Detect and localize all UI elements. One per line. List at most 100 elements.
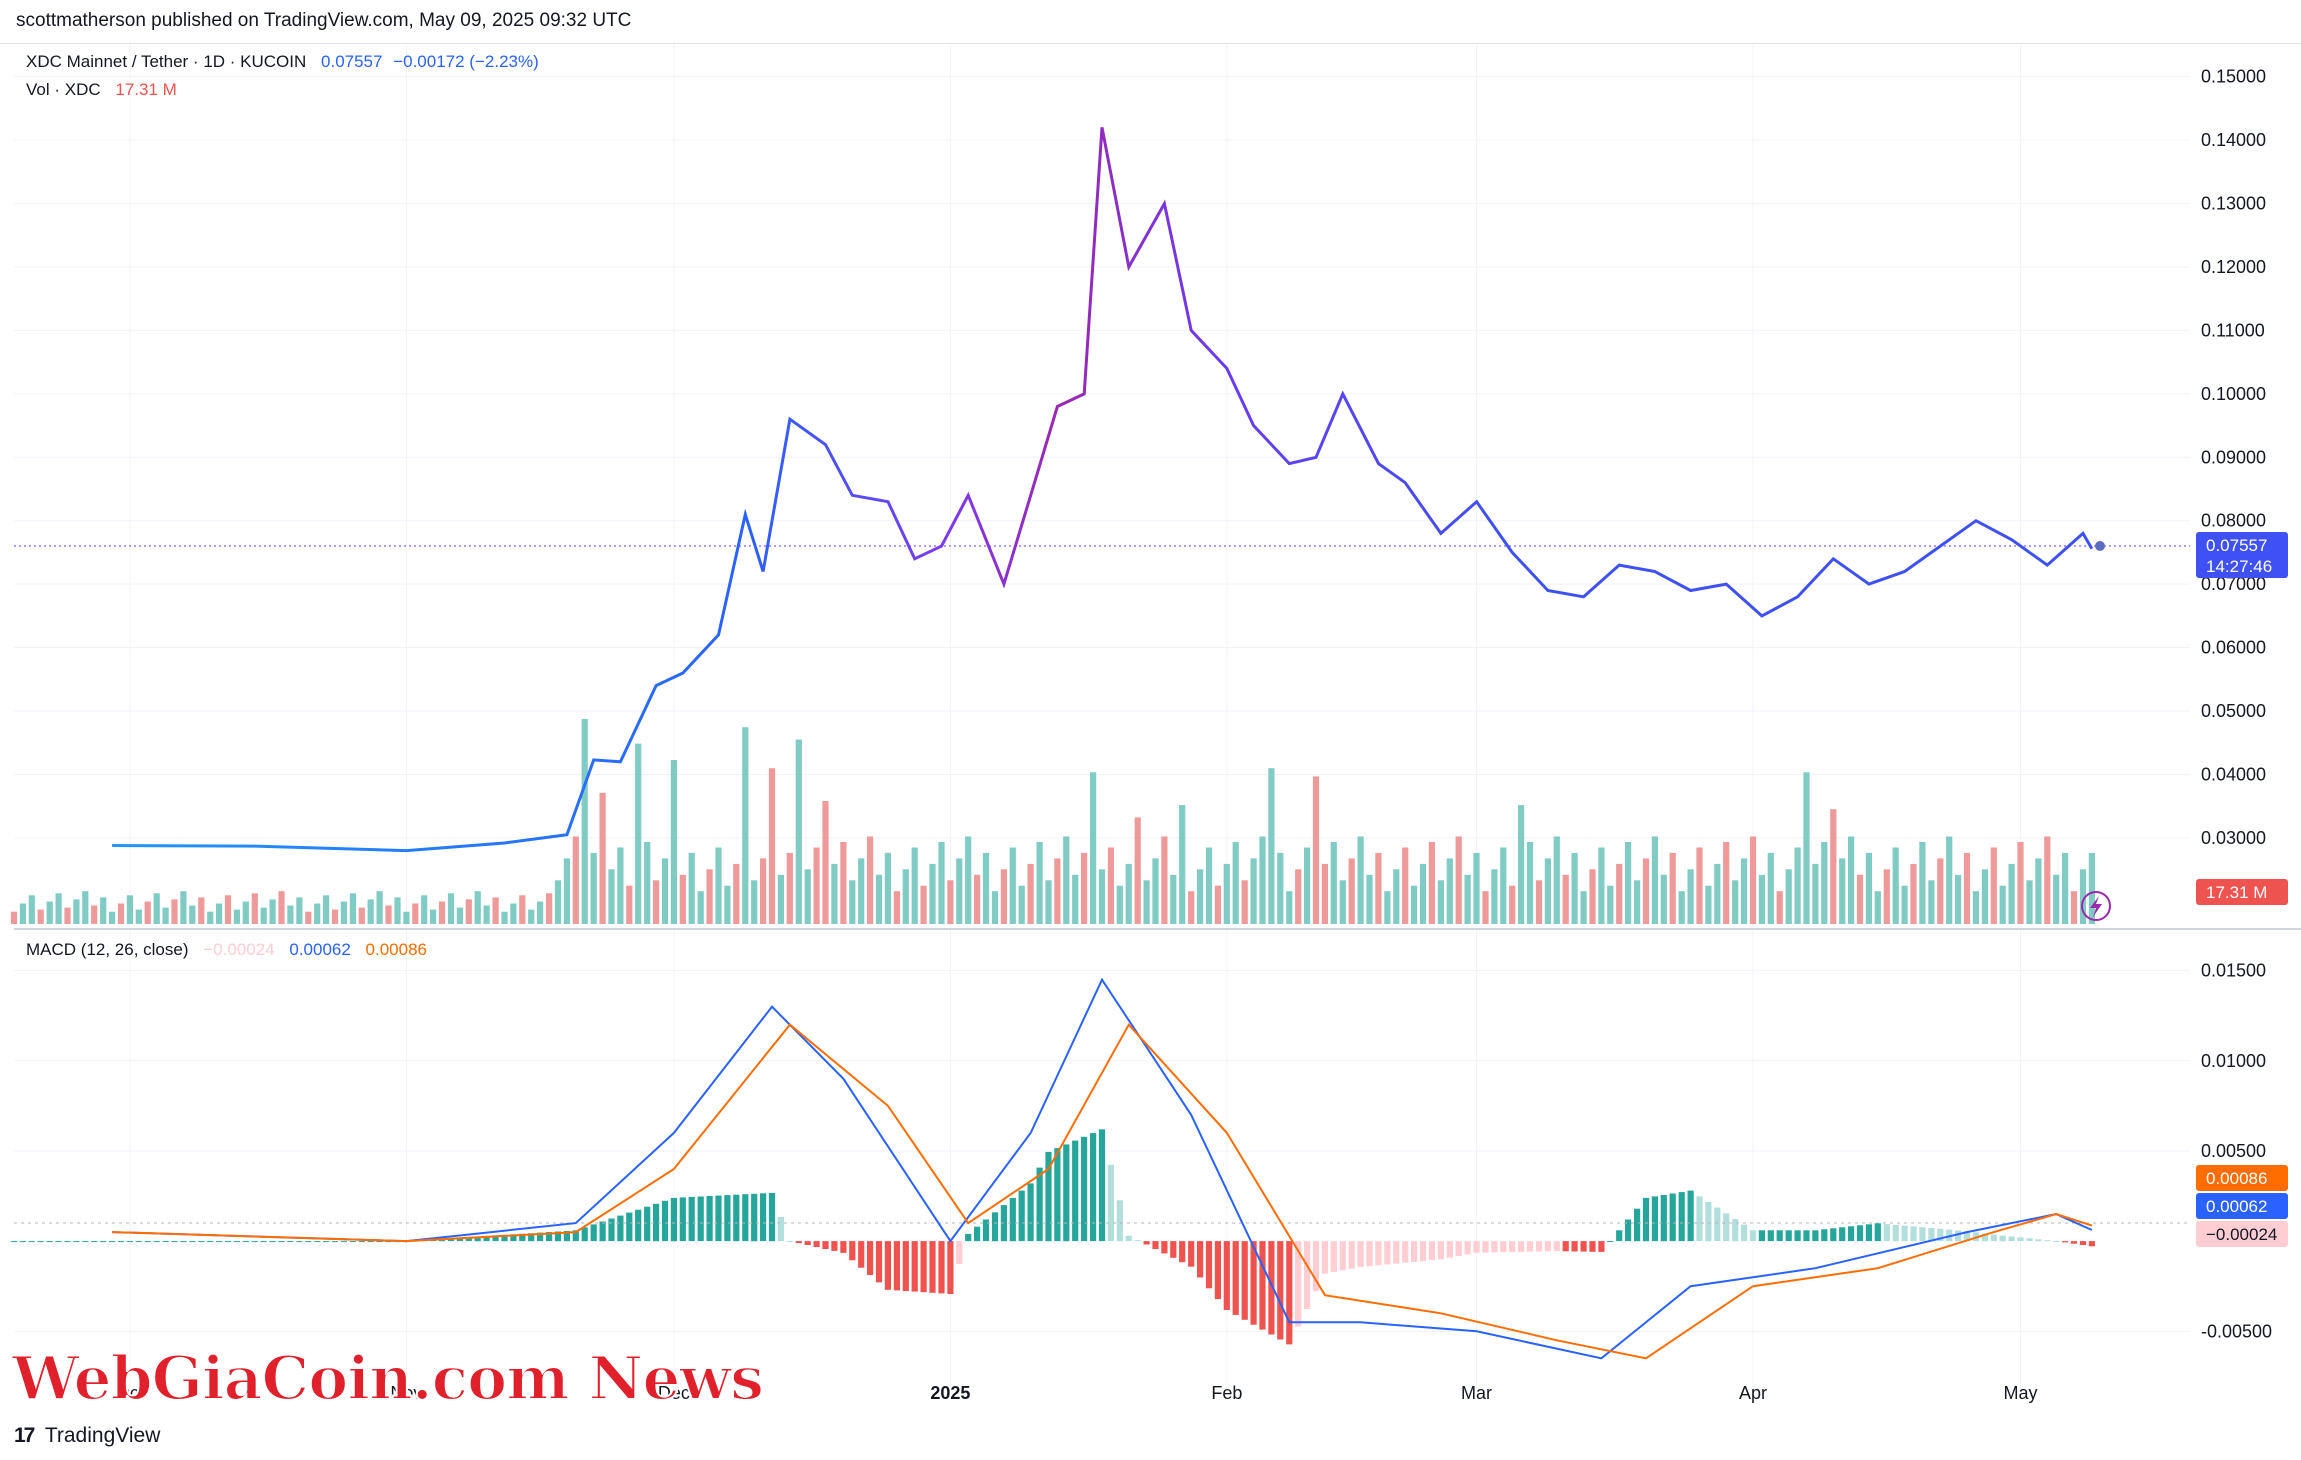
histogram-bar (1607, 1241, 1614, 1243)
histogram-bar (1143, 1241, 1150, 1245)
volume-bar (599, 792, 606, 924)
last-price: 0.07557 (321, 52, 383, 71)
volume-bar (1749, 836, 1757, 924)
volume-bar (2044, 836, 2051, 924)
histogram-bar (1339, 1241, 1346, 1271)
volume-bar (2053, 874, 2060, 924)
volume-legend[interactable]: Vol · XDC 17.31 M (26, 80, 177, 100)
volume-bar (1330, 842, 1337, 924)
volume-bar (1723, 842, 1730, 924)
histogram-bar (715, 1195, 722, 1242)
volume-bar (1937, 858, 1944, 924)
histogram-bar (91, 1241, 98, 1243)
volume-bar (28, 895, 35, 924)
macd-hist-value: −0.00024 (203, 940, 275, 959)
histogram-bar (760, 1193, 767, 1242)
histogram-bar (1669, 1193, 1676, 1242)
histogram-bar (956, 1241, 963, 1264)
macd-line (112, 977, 2093, 1360)
volume-bar (483, 905, 490, 924)
volume-bar (46, 901, 53, 924)
histogram-bar (1535, 1241, 1543, 1252)
histogram-bar (1464, 1241, 1471, 1255)
histogram-bar (768, 1192, 776, 1242)
histogram-bar (242, 1241, 249, 1243)
volume-bar (1304, 847, 1311, 924)
histogram-bar (1072, 1140, 1079, 1242)
volume-bar (554, 880, 562, 924)
volume-tag-value: 17.31 M (2206, 883, 2267, 902)
volume-bar (1446, 858, 1453, 924)
histogram-bar (1179, 1241, 1186, 1263)
volume-bar (403, 911, 410, 924)
histogram-bar (884, 1241, 891, 1290)
price-tick-label: 0.03000 (2201, 828, 2266, 848)
histogram-bar (1027, 1183, 1034, 1242)
signal-line (112, 1022, 2093, 1360)
volume-bar (1214, 885, 1221, 924)
volume-bar (385, 905, 392, 924)
histogram-bar (251, 1241, 258, 1243)
histogram-bar (64, 1241, 71, 1243)
volume-bar (153, 893, 160, 924)
volume-bar (1874, 891, 1881, 924)
histogram-bar (28, 1241, 35, 1243)
macd-axis[interactable]: 0.01500 0.01000 0.00500 -0.00500 (2201, 961, 2272, 1342)
price-tick-label: 0.08000 (2201, 511, 2266, 531)
volume-bar (1134, 817, 1141, 924)
volume-bar (189, 905, 196, 924)
price-tick-label: 0.15000 (2201, 67, 2266, 87)
histogram-bar (100, 1241, 107, 1243)
histogram-bar (608, 1218, 615, 1242)
histogram-bar (2088, 1241, 2095, 1247)
histogram-bar (572, 1230, 579, 1242)
volume-bar (1955, 874, 1962, 924)
histogram-bar (1009, 1197, 1016, 1242)
volume-bar (1865, 852, 1872, 924)
macd-legend[interactable]: MACD (12, 26, close) −0.00024 0.00062 0.… (26, 940, 427, 960)
chart-canvas[interactable]: 0.15000 0.14000 0.13000 0.12000 0.11000 0.100… (0, 44, 2301, 1410)
histogram-bar (1063, 1144, 1070, 1242)
volume-bar (840, 842, 847, 924)
volume-label: Vol · XDC (26, 80, 101, 99)
histogram-bar (331, 1241, 339, 1243)
volume-bar (849, 880, 856, 924)
symbol-legend[interactable]: XDC Mainnet / Tether · 1D · KUCOIN 0.075… (26, 52, 539, 72)
time-tick-label: Oct (116, 1383, 144, 1403)
volume-bar (1295, 869, 1302, 924)
volume-bar (1518, 805, 1525, 924)
volume-bar (724, 885, 731, 924)
footer-brand[interactable]: 17 TradingView (14, 1424, 160, 1448)
histogram-bar (126, 1241, 133, 1243)
volume-bar (902, 869, 909, 924)
histogram-bar (1090, 1133, 1097, 1242)
volume-bar (1580, 891, 1587, 924)
price-axis[interactable]: 0.15000 0.14000 0.13000 0.12000 0.11000 0.100… (2201, 67, 2266, 848)
histogram-bar (153, 1241, 160, 1243)
volume-bar (1116, 885, 1123, 924)
histogram-bar (1232, 1241, 1239, 1315)
volume-bar (1990, 847, 1997, 924)
histogram-bar (1045, 1151, 1052, 1242)
volume-bar (278, 891, 285, 924)
volume-bar (867, 836, 874, 924)
price-tag (2196, 532, 2288, 578)
volume-bar (920, 885, 927, 924)
volume-bar (1910, 863, 1917, 924)
volume-bar (1464, 874, 1471, 924)
volume-bar (831, 863, 838, 924)
volume-bar (1919, 842, 1926, 924)
volume-bar (742, 727, 749, 924)
time-axis[interactable]: Oct Nov Dec 2025 Feb Mar Apr May (116, 1383, 2038, 1403)
volume-bar (1223, 863, 1230, 924)
lightning-icon[interactable] (2081, 891, 2111, 921)
histogram-bar (1018, 1190, 1025, 1242)
publish-header: scottmatherson published on TradingView.… (0, 0, 2301, 44)
volume-bar (679, 874, 686, 924)
histogram-bar (1571, 1241, 1578, 1252)
volume-bar (884, 852, 891, 924)
histogram-bar (1321, 1241, 1328, 1274)
volume-bar (858, 858, 865, 924)
volume-bar (1090, 772, 1097, 924)
volume-bar (786, 852, 793, 924)
